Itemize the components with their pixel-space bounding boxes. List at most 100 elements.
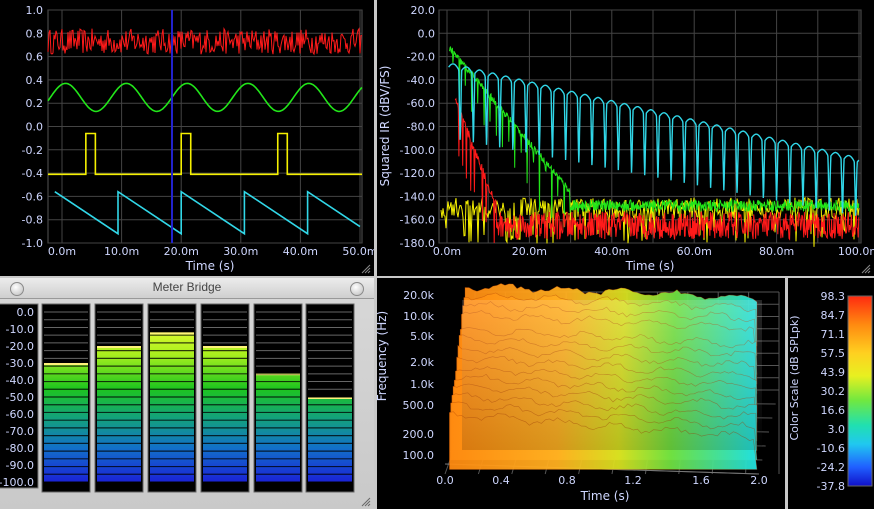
meter-peak-line — [44, 363, 88, 365]
oscilloscope-y-ticks: 1.0 0.8 0.6 0.4 0.2 0.0 -0.2 -0.4 -0.6 -0.8 -1.0 — [22, 4, 43, 250]
meter-channel-6 — [305, 303, 355, 493]
color-scale: Color Scale (dB SPLpk) 98.3 84.7 71.1 57.5 4… — [788, 290, 873, 493]
meter-peak-line — [203, 346, 247, 348]
y-tick-label: 2.0k — [410, 356, 434, 369]
y-tick-label: 1.0k — [410, 378, 434, 391]
y-tick-label: -40.0 — [407, 74, 435, 87]
meter-scale-label: -30.0 — [6, 357, 34, 370]
meter-bridge-titlebar[interactable]: Meter Bridge — [0, 278, 374, 299]
noise-trace — [47, 27, 363, 56]
impulse-response-x-label: Time (s) — [625, 259, 675, 273]
meter-mask — [44, 312, 88, 363]
y-tick-label: -1.0 — [22, 237, 43, 250]
x-tick-label: 0.0m — [48, 245, 76, 258]
color-scale-tick: 43.9 — [821, 366, 846, 379]
red-trace — [454, 97, 860, 244]
color-scale-tick: 16.6 — [821, 404, 846, 417]
window-close-button[interactable] — [10, 282, 24, 296]
x-tick-label: 1.2 — [624, 474, 642, 487]
color-scale-tick: 30.2 — [821, 385, 846, 398]
waterfall-surface — [449, 283, 762, 470]
oscilloscope-plot: 1.0 0.8 0.6 0.4 0.2 0.0 -0.2 -0.4 -0.6 -0.8 -1.0 0… — [22, 4, 374, 273]
waterfall-x-label: Time (s) — [580, 489, 630, 503]
impulse-response-traces — [440, 46, 860, 247]
window-zoom-button[interactable] — [350, 282, 364, 296]
resize-grip-icon[interactable] — [361, 264, 371, 274]
y-tick-label: -160.0 — [400, 214, 435, 227]
color-scale-bar — [847, 295, 873, 487]
sawtooth-trace — [54, 190, 361, 236]
color-scale-label: Color Scale (dB SPLpk) — [788, 315, 801, 440]
meter-scale-label: -10.0 — [6, 323, 34, 336]
y-tick-label: 20.0 — [411, 4, 436, 17]
meter-bridge-window: Meter Bridge 0.0 -10.0 -20.0 -30.0 -40.0 -50.… — [0, 278, 374, 509]
y-tick-label: 0.0 — [26, 121, 44, 134]
x-tick-label: 20.0m — [512, 245, 547, 258]
impulse-response-x-ticks: 0.0m 20.0m 40.0m 60.0m 80.0m 100.0m — [433, 245, 874, 258]
y-tick-label: -180.0 — [400, 237, 435, 250]
oscilloscope-x-label: Time (s) — [185, 259, 235, 273]
waterfall-x-ticks: 0.0 0.4 0.8 1.2 1.6 2.0 — [436, 474, 768, 487]
x-tick-label: 10.0m — [104, 245, 139, 258]
resize-grip-icon[interactable] — [861, 264, 871, 274]
panel-divider-colorscale[interactable] — [785, 278, 788, 509]
meter-peak-line — [308, 397, 352, 399]
meter-scale-label: -80.0 — [6, 442, 34, 455]
waterfall-y-ticks: 20.0k 10.0k 5.0k 2.0k 1.0k 500.0 200.0 100.0 — [403, 289, 435, 462]
color-scale-tick: -37.8 — [817, 480, 845, 493]
color-scale-ticks: 98.3 84.7 71.1 57.5 43.9 30.2 16.6 3.0 -10.6 -24.… — [817, 290, 845, 493]
meter-scale-label: -70.0 — [6, 425, 34, 438]
meter-channels — [41, 303, 355, 493]
x-tick-label: 40.0m — [594, 245, 629, 258]
meter-bridge-title: Meter Bridge — [152, 280, 222, 294]
meter-mask — [203, 312, 247, 346]
panel-divider-horizontal[interactable] — [0, 276, 874, 278]
oscilloscope-panel: 1.0 0.8 0.6 0.4 0.2 0.0 -0.2 -0.4 -0.6 -0.8 -1.0 0… — [0, 0, 374, 276]
meter-scale-label: 0.0 — [17, 306, 35, 319]
x-tick-label: 40.0m — [283, 245, 318, 258]
meter-peak-line — [97, 346, 141, 348]
x-tick-label: 50.0m — [342, 245, 374, 258]
color-scale-tick: -24.2 — [817, 461, 845, 474]
meter-scale-label: -60.0 — [6, 408, 34, 421]
y-tick-label: 0.2 — [26, 97, 44, 110]
green-trace — [449, 46, 860, 228]
meter-scale-label: -40.0 — [6, 374, 34, 387]
x-tick-label: 0.0 — [436, 474, 454, 487]
meter-scale-label: -20.0 — [6, 340, 34, 353]
meter-peak-line — [150, 332, 194, 335]
x-tick-label: 2.0 — [750, 474, 768, 487]
y-tick-label: -120.0 — [400, 167, 435, 180]
pulse-trace — [48, 132, 362, 176]
y-tick-label: 0.8 — [26, 27, 44, 40]
oscilloscope-traces — [47, 10, 363, 243]
color-scale-panel: Color Scale (dB SPLpk) 98.3 84.7 71.1 57.5 4… — [788, 278, 874, 509]
meter-mask — [97, 312, 141, 346]
color-scale-tick: 98.3 — [821, 290, 846, 303]
x-tick-label: 60.0m — [677, 245, 712, 258]
sine-trace — [47, 82, 363, 113]
oscilloscope-x-ticks: 0.0m 10.0m 20.0m 30.0m 40.0m 50.0m — [48, 245, 374, 258]
panel-divider-vertical[interactable] — [374, 0, 377, 509]
meter-scale-label: -100.0 — [0, 476, 34, 489]
color-scale-tick: 3.0 — [828, 423, 846, 436]
y-tick-label: 0.6 — [26, 51, 44, 64]
y-tick-label: -60.0 — [407, 97, 435, 110]
meter-channel-1 — [41, 303, 91, 493]
y-tick-label: -80.0 — [407, 121, 435, 134]
meter-mask — [150, 312, 194, 333]
y-tick-label: -140.0 — [400, 190, 435, 203]
impulse-response-plot: 20.0 0.0 -20.0 -40.0 -60.0 -80.0 -100.0 -120.0 -… — [378, 4, 874, 273]
color-scale-tick: 71.1 — [821, 328, 846, 341]
waterfall-panel: 20.0k 10.0k 5.0k 2.0k 1.0k 500.0 200.0 100.0 0.… — [377, 278, 785, 509]
y-tick-label: -20.0 — [407, 51, 435, 64]
cyan-trace — [448, 63, 860, 216]
x-tick-label: 0.4 — [492, 474, 510, 487]
waterfall-shading — [462, 300, 762, 450]
waterfall-y-label: Frequency (Hz) — [377, 311, 389, 402]
meter-channel-5 — [253, 303, 303, 493]
y-tick-label: 5.0k — [410, 330, 434, 343]
y-tick-label: 0.4 — [26, 74, 44, 87]
color-scale-tick: 57.5 — [821, 347, 846, 360]
resize-grip-icon[interactable] — [361, 497, 371, 507]
